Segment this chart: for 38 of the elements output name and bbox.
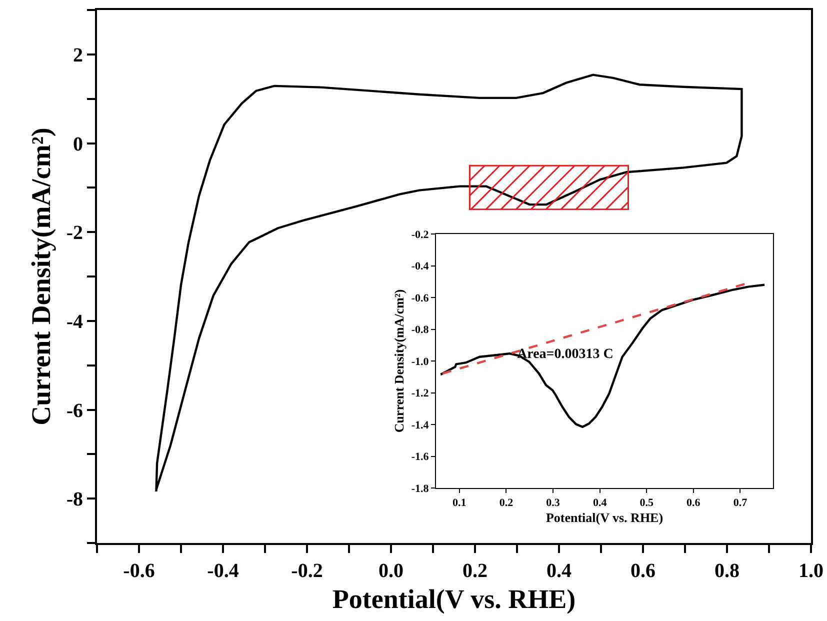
y-axis-title: Current Density(mA/cm²)	[391, 289, 406, 433]
x-tick-label: 0.5	[640, 497, 654, 510]
x-axis-title: Potential(V vs. RHE)	[332, 584, 576, 614]
y-tick-label: -8	[66, 488, 83, 511]
y-tick-label: -1.0	[411, 356, 430, 368]
x-tick-label: 0.6	[686, 497, 701, 510]
y-tick-label: -6	[66, 400, 83, 422]
y-axis-title: Current Density(mA/cm²)	[26, 128, 56, 426]
line-series	[155, 74, 743, 493]
x-tick-label: 0.0	[378, 560, 404, 582]
y-tick-label: 0	[73, 133, 83, 156]
x-tick-label: 0.2	[462, 560, 488, 582]
x-tick-label: 0.7	[733, 497, 748, 510]
y-tick-label: -0.4	[411, 260, 430, 273]
y-tick-label: -1.6	[411, 451, 430, 464]
y-tick-label: -0.6	[411, 292, 430, 304]
x-tick-label: -0.6	[123, 560, 155, 582]
x-tick-label: 0.2	[499, 497, 514, 510]
x-tick-label: 0.4	[592, 497, 608, 510]
x-axis-title: Potential(V vs. RHE)	[546, 510, 664, 525]
x-tick-label: 0.8	[714, 560, 740, 582]
y-tick-label: -0.8	[411, 324, 430, 336]
x-tick-label: -0.2	[291, 560, 323, 582]
y-tick-label: -0.2	[411, 228, 430, 241]
y-tick-label: -4	[66, 310, 83, 333]
x-tick-label: 0.1	[452, 497, 466, 510]
line-series	[440, 284, 766, 428]
y-tick-label: -1.2	[411, 388, 430, 400]
x-tick-label: 0.6	[630, 560, 656, 582]
y-tick-label: -2	[66, 222, 83, 244]
x-tick-label: 0.3	[546, 497, 560, 510]
annotation: Area=0.00313 C	[517, 347, 614, 362]
x-tick-label: 0.4	[546, 560, 572, 582]
y-tick-label: 2	[73, 44, 83, 66]
y-tick-label: -1.8	[411, 482, 430, 495]
x-tick-label: 1.0	[798, 560, 824, 582]
x-tick-label: -0.4	[207, 560, 239, 582]
y-tick-label: -1.4	[411, 419, 430, 432]
